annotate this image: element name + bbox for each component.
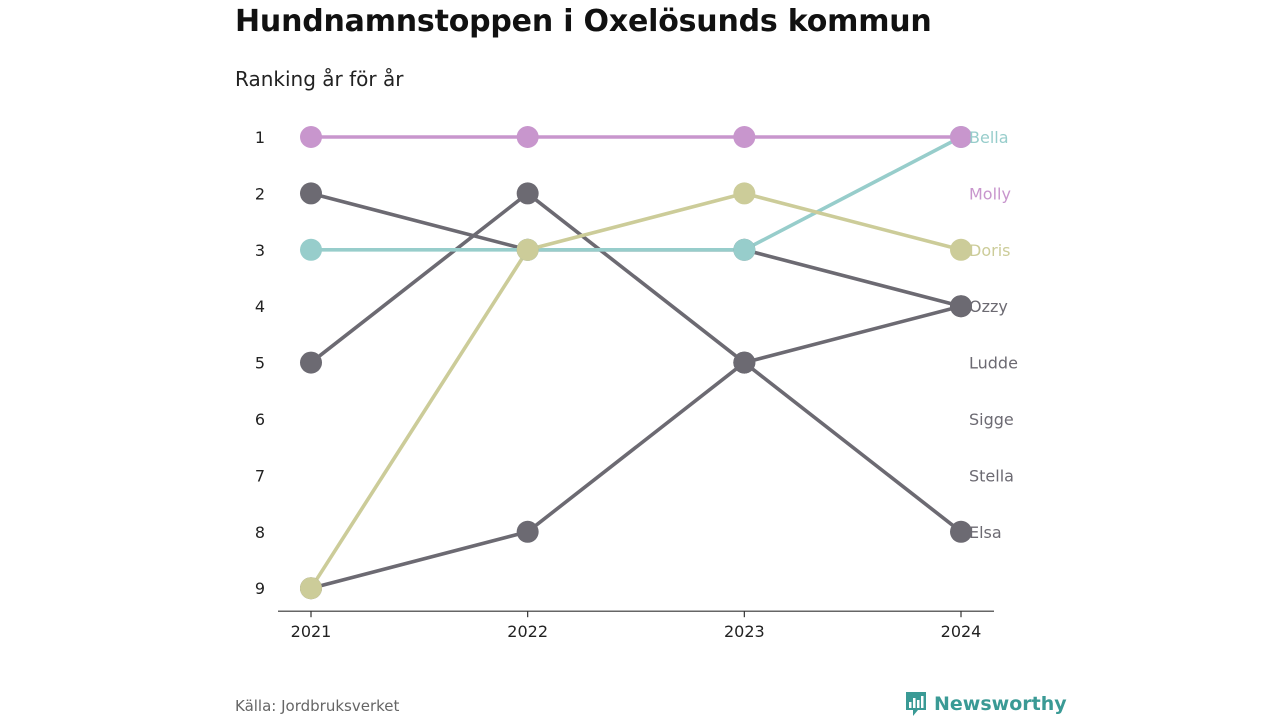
x-tick-label: 2022 [507, 622, 548, 641]
data-point-doris [950, 238, 972, 261]
brand-name: Newsworthy [934, 693, 1067, 715]
y-tick-label: 7 [255, 466, 265, 485]
end-label-ludde: Ludde [969, 354, 1018, 373]
data-point-molly [300, 126, 322, 148]
end-label-ozzy: Ozzy [969, 297, 1008, 316]
data-point-ludde [950, 295, 972, 318]
data-point-sigge [516, 182, 539, 205]
series-line-ludde [310, 304, 962, 590]
brand-logo: Newsworthy [904, 690, 1067, 718]
y-tick-label: 4 [255, 297, 265, 316]
y-tick-label: 2 [255, 184, 265, 203]
series-line-bella [311, 135, 962, 252]
data-point-doris [300, 577, 322, 600]
data-point-molly [516, 126, 539, 148]
y-tick-label: 5 [255, 354, 265, 373]
data-point-molly [733, 126, 756, 148]
data-point-sigge [950, 520, 972, 543]
data-point-bella [733, 238, 756, 261]
y-tick-label: 1 [255, 128, 265, 147]
bump-chart: 2021 2022 2023 2024 1 2 3 4 5 6 7 8 9 Bella Molly Dori… [255, 126, 1018, 641]
label-layer: Bella Molly Doris Ozzy Ludde Sigge Stella Elsa [969, 128, 1018, 542]
x-tick-label: 2023 [724, 622, 765, 641]
y-tick-label: 9 [255, 579, 265, 598]
end-label-sigge: Sigge [969, 410, 1014, 429]
end-label-doris: Doris [969, 241, 1010, 260]
series-line-sigge [309, 191, 963, 534]
data-point-molly [950, 126, 972, 148]
axis-layer: 2021 2022 2023 2024 1 2 3 4 5 6 7 8 9 [255, 128, 994, 641]
point-layer [300, 126, 972, 600]
x-tick-label: 2021 [291, 622, 332, 641]
chart-title: Hundnamnstoppen i Oxelösunds kommun [235, 4, 932, 39]
end-label-bella: Bella [969, 128, 1009, 147]
data-point-doris [733, 182, 756, 205]
x-tick-label: 2024 [941, 622, 982, 641]
end-label-molly: Molly [969, 184, 1011, 203]
source-note: Källa: Jordbruksverket [235, 697, 400, 715]
chart-subtitle: Ranking år för år [235, 67, 404, 91]
y-tick-label: 6 [255, 410, 265, 429]
line-layer [309, 135, 963, 590]
data-point-sigge [300, 351, 322, 374]
end-label-stella: Stella [969, 466, 1014, 485]
end-label-elsa: Elsa [969, 523, 1002, 542]
series-line-doris [309, 191, 962, 590]
data-point-doris [516, 238, 539, 261]
data-point-ludde [516, 520, 539, 543]
y-tick-label: 8 [255, 523, 265, 542]
data-point-ozzy [300, 182, 322, 205]
chart-bubble-icon [906, 692, 926, 716]
data-point-sigge [733, 351, 756, 374]
data-point-bella [300, 238, 322, 261]
y-tick-label: 3 [255, 241, 265, 260]
